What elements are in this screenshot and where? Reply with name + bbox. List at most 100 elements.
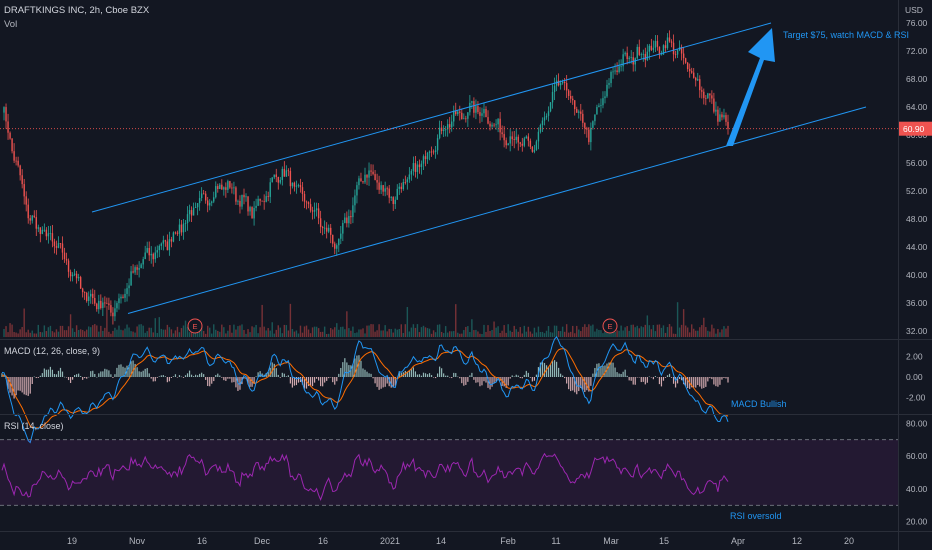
macd-histogram-bar	[144, 368, 146, 377]
candle-body	[616, 70, 618, 72]
volume-bar	[120, 329, 122, 337]
volume-bar	[721, 329, 723, 337]
candle-body	[501, 132, 503, 135]
volume-bar	[695, 330, 697, 337]
macd-histogram-bar	[301, 377, 304, 385]
volume-bar	[461, 333, 463, 337]
volume-bar	[106, 305, 108, 337]
candle-body	[108, 303, 110, 306]
volume-bar	[43, 325, 46, 337]
candle-body	[598, 105, 600, 108]
macd-histogram-bar	[293, 377, 296, 386]
candle-body	[620, 66, 622, 68]
macd-histogram-bar	[449, 377, 451, 378]
volume-bar	[376, 330, 378, 337]
candle-body	[15, 160, 17, 162]
volume-bar	[360, 329, 362, 337]
macd-histogram-bar	[670, 377, 673, 378]
volume-bar	[569, 331, 572, 337]
macd-histogram-bar	[436, 373, 439, 377]
candle-body	[330, 227, 332, 235]
earnings-marker-label: E	[192, 322, 197, 331]
volume-bar	[678, 327, 681, 337]
volume-bar	[313, 326, 316, 337]
macd-histogram-bar	[287, 375, 289, 377]
macd-histogram-bar	[687, 377, 689, 389]
volume-bar	[525, 331, 528, 337]
candle-body	[646, 51, 649, 61]
macd-histogram-bar	[493, 377, 495, 384]
candle-body	[49, 233, 52, 234]
macd-histogram-bar	[41, 373, 43, 377]
candle-body	[231, 187, 233, 189]
volume-bar	[303, 326, 306, 337]
macd-histogram-bar	[31, 377, 33, 384]
x-axis-label: 16	[318, 536, 328, 546]
volume-bar	[85, 329, 88, 337]
volume-bar	[555, 325, 558, 337]
macd-histogram-bar	[664, 377, 667, 378]
volume-bar	[184, 320, 187, 337]
macd-histogram-bar	[380, 377, 382, 389]
candle-body	[47, 233, 50, 237]
macd-histogram-bar	[33, 376, 35, 378]
volume-bar	[624, 327, 626, 337]
volume-label: Vol	[4, 19, 17, 30]
volume-bar	[529, 331, 532, 337]
rsi-panel[interactable]	[0, 439, 898, 506]
candle-body	[523, 138, 526, 146]
macd-histogram-bar	[71, 377, 74, 380]
candle-body	[211, 201, 213, 203]
volume-bar	[340, 326, 342, 337]
candle-body	[261, 200, 263, 202]
volume-bar	[642, 327, 645, 337]
axes: 76.00 72.00 68.00 64.00 60.00 56.00 52.00 48.00…	[67, 18, 928, 546]
candle-body	[727, 121, 729, 129]
candle-body	[235, 187, 237, 202]
macd-histogram-bar	[227, 377, 229, 379]
price-axis-tick: 40.00	[906, 270, 928, 280]
macd-panel[interactable]	[1, 336, 729, 444]
macd-histogram-bar	[344, 358, 346, 377]
candle-body	[194, 207, 197, 209]
volume-bar	[644, 324, 647, 337]
candle-body	[656, 40, 659, 47]
volume-bar	[475, 329, 477, 337]
candle-body	[527, 136, 530, 141]
macd-histogram-bar	[586, 377, 588, 391]
volume-bar	[727, 325, 729, 337]
macd-histogram-bar	[420, 375, 423, 377]
volume-bar	[100, 325, 102, 337]
volume-bar	[263, 326, 265, 337]
volume-bar	[448, 331, 451, 337]
price-panel[interactable]	[3, 30, 729, 337]
candle-body	[364, 174, 366, 183]
macd-histogram-bar	[626, 375, 628, 377]
macd-histogram-bar	[681, 377, 683, 381]
candle-body	[152, 253, 154, 260]
macd-histogram-bar	[636, 377, 638, 378]
volume-bar	[69, 314, 72, 337]
macd-histogram-bar	[459, 377, 461, 379]
candle-body	[59, 243, 62, 244]
candle-body	[436, 138, 439, 151]
macd-histogram-bar	[186, 373, 189, 377]
channel-lower-line	[127, 106, 867, 314]
macd-histogram-bar	[352, 363, 354, 377]
candle-body	[592, 121, 594, 128]
x-axis-label: 11	[551, 536, 560, 546]
candle-body	[223, 187, 225, 190]
macd-histogram-bar	[156, 377, 158, 378]
candle-body	[267, 196, 269, 197]
macd-histogram-bar	[451, 377, 453, 379]
macd-histogram-bar	[648, 376, 650, 378]
candle-body	[408, 174, 411, 180]
candle-body	[697, 79, 699, 81]
volume-bar	[372, 324, 374, 337]
macd-histogram-bar	[178, 375, 181, 377]
volume-bar	[436, 324, 439, 337]
candle-body	[658, 46, 661, 55]
candle-body	[19, 165, 21, 176]
candle-body	[112, 312, 114, 317]
